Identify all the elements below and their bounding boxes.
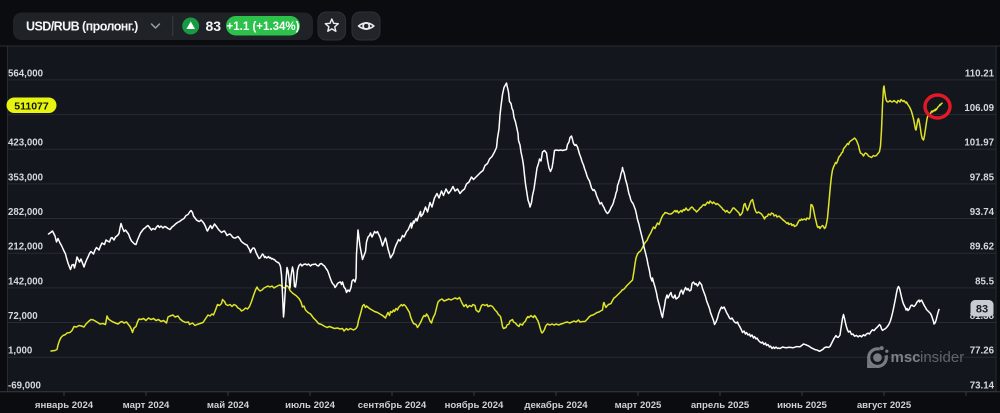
svg-text:89.62: 89.62 — [970, 242, 994, 253]
svg-text:353,000: 353,000 — [8, 172, 43, 183]
svg-text:101.97: 101.97 — [964, 138, 994, 149]
svg-text:-69,000: -69,000 — [8, 380, 41, 391]
svg-text:110.21: 110.21 — [965, 68, 995, 79]
svg-text:ноябрь 2024: ноябрь 2024 — [445, 400, 504, 411]
svg-text:msc: msc — [891, 349, 921, 366]
svg-text:сентябрь 2024: сентябрь 2024 — [358, 400, 427, 411]
svg-text:212,000: 212,000 — [8, 242, 43, 253]
svg-text:73.14: 73.14 — [970, 380, 995, 391]
svg-text:март 2024: март 2024 — [123, 400, 170, 411]
svg-text:282,000: 282,000 — [8, 207, 43, 218]
svg-text:insider: insider — [920, 349, 964, 366]
svg-text:97.85: 97.85 — [970, 172, 995, 183]
svg-text:83: 83 — [206, 18, 222, 34]
svg-text:142,000: 142,000 — [8, 276, 43, 287]
svg-text:106.09: 106.09 — [964, 103, 994, 114]
svg-text:март 2025: март 2025 — [615, 400, 662, 411]
svg-text:USD/RUB (пролонг.): USD/RUB (пролонг.) — [26, 20, 138, 34]
svg-text:1,000: 1,000 — [8, 346, 32, 357]
svg-text:апрель 2025: апрель 2025 — [691, 400, 750, 411]
svg-text:июнь 2025: июнь 2025 — [777, 400, 827, 411]
svg-text:+1.1 (+1.34%): +1.1 (+1.34%) — [227, 21, 300, 33]
svg-text:423,000: 423,000 — [8, 138, 43, 149]
svg-text:77.26: 77.26 — [970, 346, 995, 357]
svg-text:83: 83 — [976, 303, 988, 315]
svg-text:декабрь 2024: декабрь 2024 — [524, 400, 588, 411]
svg-text:май 2024: май 2024 — [207, 400, 250, 411]
svg-text:564,000: 564,000 — [8, 68, 43, 79]
svg-text:июль 2024: июль 2024 — [285, 400, 336, 411]
svg-text:511077: 511077 — [14, 100, 49, 112]
svg-text:январь 2024: январь 2024 — [35, 400, 94, 411]
svg-text:85.5: 85.5 — [975, 276, 994, 287]
svg-text:72,000: 72,000 — [8, 311, 38, 322]
svg-text:август 2025: август 2025 — [857, 400, 912, 411]
svg-text:93.74: 93.74 — [970, 207, 995, 218]
